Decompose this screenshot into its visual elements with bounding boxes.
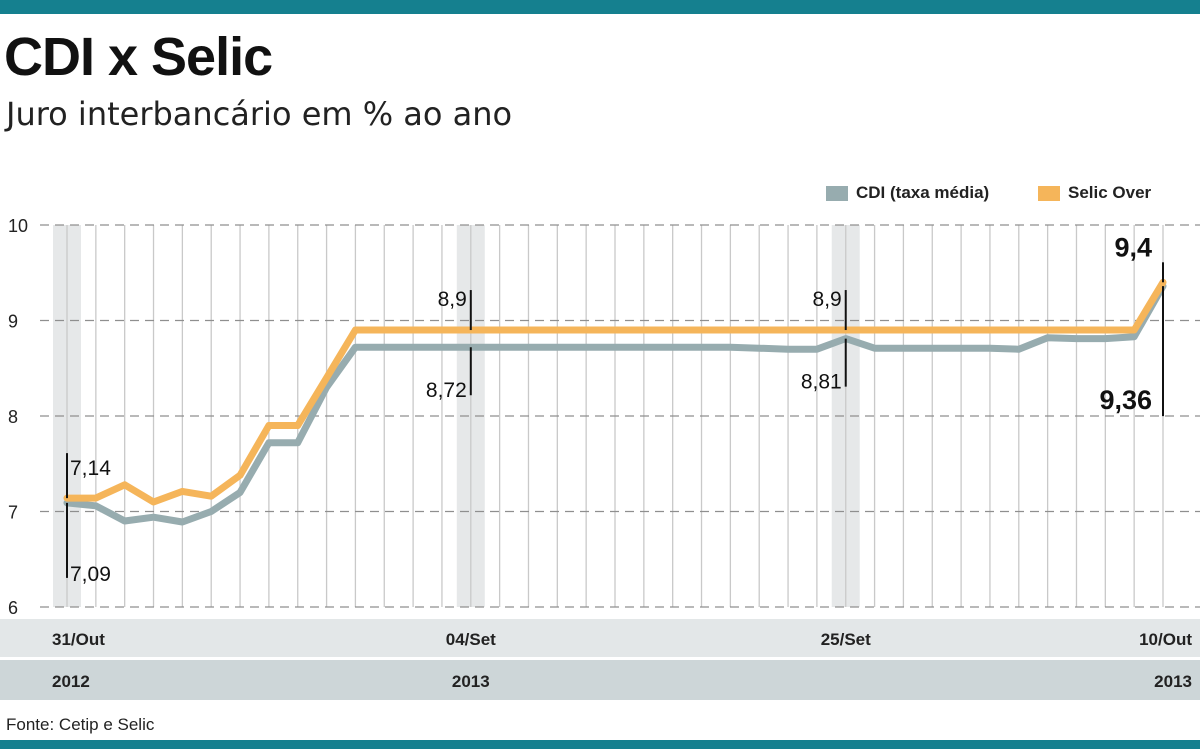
y-tick-label: 9 — [8, 312, 18, 332]
data-label: 7,09 — [70, 563, 111, 586]
legend-label-selic: Selic Over — [1068, 183, 1152, 202]
x-tick-label: 04/Set — [446, 630, 496, 649]
y-tick-label: 8 — [8, 407, 18, 427]
grid — [40, 224, 1200, 608]
x-tick-label: 10/Out — [1139, 630, 1192, 649]
y-tick-label: 6 — [8, 598, 18, 618]
data-label: 8,9 — [813, 288, 842, 311]
legend-label-cdi: CDI (taxa média) — [856, 183, 990, 202]
series-line-selic — [63, 278, 1167, 506]
data-label: 8,9 — [438, 288, 467, 311]
x-axis-bands — [0, 619, 1200, 700]
annotations: 7,14 7,09 8,9 8,72 8,9 8,81 9,4 9,36 — [66, 232, 1164, 586]
y-tick-label: 7 — [8, 503, 18, 523]
data-label: 9,36 — [1099, 385, 1152, 415]
x-tick-label: 31/Out — [52, 630, 105, 649]
x-tick-label: 25/Set — [821, 630, 871, 649]
data-label: 9,4 — [1114, 232, 1152, 262]
source-note: Fonte: Cetip e Selic — [6, 715, 155, 734]
date-band — [0, 619, 1200, 657]
data-label: 8,81 — [801, 371, 842, 394]
year-label: 2012 — [52, 672, 90, 691]
axis-labels: 6 7 8 9 10 31/Out 04/Set 25/Set 10/Out 2012 2013 20… — [8, 216, 1192, 691]
chart-subtitle: Juro interbancário em % ao ano — [6, 95, 513, 133]
data-label: 8,72 — [426, 379, 467, 402]
bottom-accent-bar — [0, 740, 1200, 749]
data-label: 7,14 — [70, 457, 111, 480]
year-label: 2013 — [1154, 672, 1192, 691]
y-tick-label: 10 — [8, 216, 28, 236]
series-lines — [63, 278, 1167, 526]
year-label: 2013 — [452, 672, 490, 691]
legend-swatch-cdi — [826, 186, 848, 201]
series-line-cdi — [63, 282, 1167, 526]
year-band — [0, 660, 1200, 700]
legend-swatch-selic — [1038, 186, 1060, 201]
chart-title: CDI x Selic — [4, 27, 273, 87]
top-accent-bar — [0, 0, 1200, 14]
